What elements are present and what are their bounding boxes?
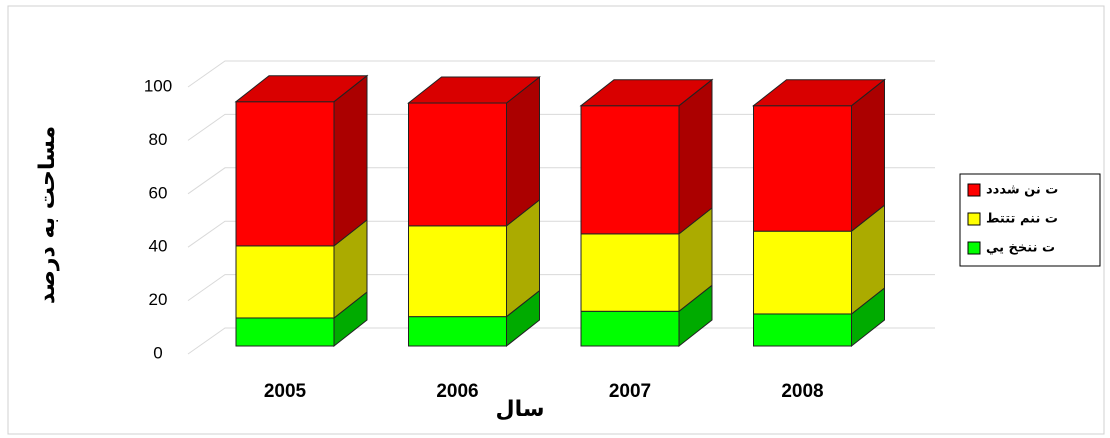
bar-side xyxy=(333,74,368,247)
bar-top xyxy=(407,76,541,104)
grid-line xyxy=(187,60,935,88)
y-tick-label: 60 xyxy=(149,183,168,202)
legend-box xyxy=(959,173,1101,267)
legend-swatch xyxy=(967,241,981,255)
bar-top xyxy=(752,79,886,107)
bar-segment xyxy=(580,310,680,347)
bar-top xyxy=(579,79,714,107)
bar-segment xyxy=(753,105,852,232)
x-tick-label: 2005 xyxy=(264,381,307,402)
bar-segment xyxy=(753,230,852,315)
x-tick-label: 2008 xyxy=(781,381,823,402)
legend-label: ت ننم تتتط xyxy=(986,212,1058,227)
legend-swatch xyxy=(967,183,981,197)
y-tick-label: 20 xyxy=(149,290,168,309)
bar-segment xyxy=(408,225,507,318)
legend-label: ت ننخخ يي xyxy=(986,241,1055,256)
bar-segment xyxy=(235,101,335,247)
bar-segment xyxy=(408,102,507,227)
chart-frame xyxy=(7,5,1105,435)
y-tick-label: 0 xyxy=(153,343,162,362)
bar-segment xyxy=(235,317,335,347)
bar-segment xyxy=(580,105,680,235)
y-tick-label: 100 xyxy=(144,76,172,95)
legend-swatch xyxy=(967,212,981,226)
y-axis-title: مساحت به درصد xyxy=(35,126,60,304)
bar-segment xyxy=(753,313,852,347)
y-tick-label: 80 xyxy=(149,130,168,149)
x-tick-label: 2007 xyxy=(609,381,651,402)
x-tick-label: 2006 xyxy=(436,381,478,402)
x-axis-title: سال xyxy=(496,397,545,422)
bar-top xyxy=(234,75,369,103)
bar-segment xyxy=(408,316,507,347)
bar-side xyxy=(678,78,713,235)
y-tick-label: 40 xyxy=(149,237,168,256)
bar-segment xyxy=(580,233,680,312)
bar-segment xyxy=(235,245,335,319)
legend-label: ت نن شددد xyxy=(986,183,1058,198)
